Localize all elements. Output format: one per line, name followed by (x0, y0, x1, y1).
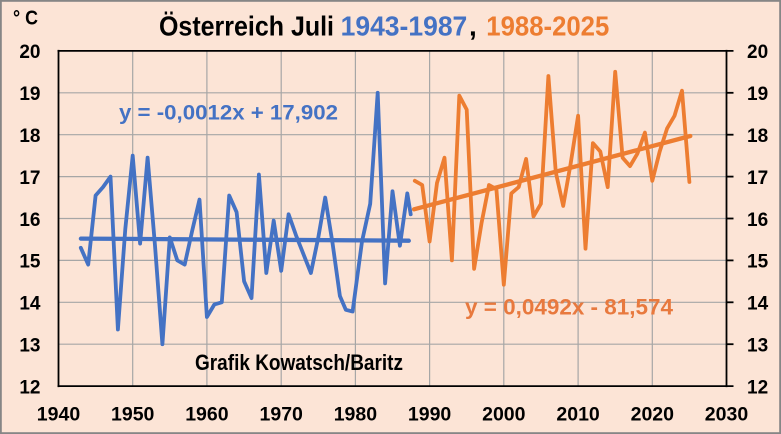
svg-text:16: 16 (747, 210, 768, 231)
svg-text:17: 17 (19, 168, 40, 189)
svg-text:1990: 1990 (408, 404, 452, 426)
svg-text:18: 18 (747, 126, 768, 147)
svg-text:y = 0,0492x - 81,574: y = 0,0492x - 81,574 (465, 295, 674, 320)
svg-text:Österreich Juli: Österreich Juli (159, 11, 334, 42)
svg-text:1970: 1970 (260, 404, 304, 426)
svg-text:12: 12 (747, 377, 768, 398)
svg-text:17: 17 (747, 168, 768, 189)
svg-text:14: 14 (747, 294, 769, 315)
svg-text:13: 13 (747, 336, 768, 357)
svg-text:1988-2025: 1988-2025 (486, 11, 609, 42)
svg-text:1980: 1980 (334, 404, 378, 426)
svg-text:,: , (469, 11, 477, 42)
svg-text:12: 12 (19, 377, 40, 398)
svg-text:19: 19 (19, 84, 40, 105)
svg-text:18: 18 (19, 126, 40, 147)
svg-text:1943-1987: 1943-1987 (341, 11, 468, 42)
svg-text:15: 15 (19, 252, 41, 273)
svg-text:16: 16 (19, 210, 40, 231)
svg-text:13: 13 (19, 336, 40, 357)
svg-text:1940: 1940 (37, 404, 81, 426)
svg-text:° C: ° C (13, 8, 38, 30)
svg-text:1950: 1950 (111, 404, 155, 426)
svg-text:2010: 2010 (556, 404, 600, 426)
svg-text:2030: 2030 (705, 404, 749, 426)
svg-text:20: 20 (19, 42, 40, 63)
svg-text:19: 19 (747, 84, 768, 105)
svg-text:Grafik Kowatsch/Baritz: Grafik Kowatsch/Baritz (195, 350, 403, 375)
svg-text:y = -0,0012x + 17,902: y = -0,0012x + 17,902 (119, 102, 338, 125)
svg-text:2000: 2000 (482, 404, 526, 426)
svg-text:2020: 2020 (631, 404, 675, 426)
svg-text:1960: 1960 (185, 404, 229, 426)
svg-text:15: 15 (747, 252, 769, 273)
svg-text:14: 14 (19, 294, 41, 315)
svg-text:20: 20 (747, 42, 768, 63)
